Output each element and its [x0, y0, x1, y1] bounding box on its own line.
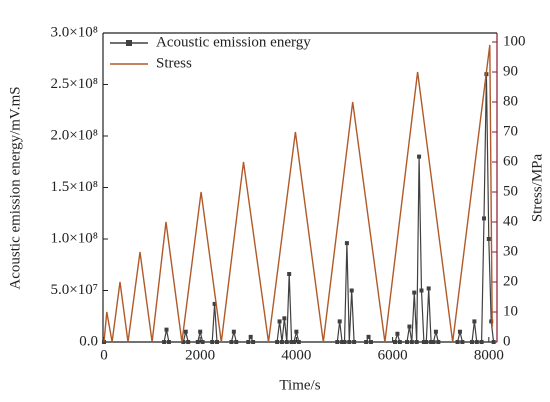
series-line — [103, 44, 493, 343]
marker — [352, 340, 357, 344]
y-tick-label: 2.5×10⁸ — [51, 76, 98, 92]
marker — [229, 340, 234, 344]
marker — [215, 340, 220, 344]
marker — [183, 329, 188, 334]
marker — [433, 329, 438, 334]
y2-tick-label: 50 — [503, 183, 518, 199]
marker — [482, 216, 487, 221]
marker — [491, 340, 496, 344]
marker — [198, 329, 203, 334]
marker — [291, 340, 296, 344]
marker — [407, 324, 412, 329]
y-tick-label: 1.0×10⁸ — [51, 230, 98, 246]
marker — [251, 340, 256, 344]
marker — [164, 327, 169, 332]
y-tick-label: 0.0 — [79, 333, 98, 349]
legend-label: Acoustic emission energy — [156, 34, 311, 50]
marker — [436, 340, 441, 344]
marker — [426, 286, 431, 291]
y2-tick-label: 70 — [503, 123, 518, 139]
marker — [474, 340, 479, 344]
marker — [414, 340, 419, 344]
marker — [287, 272, 292, 277]
marker — [275, 340, 280, 344]
y2-tick-label: 80 — [503, 93, 518, 109]
x-tick-label: 2000 — [185, 347, 215, 363]
y2-axis-label: Stress/MPa — [529, 153, 545, 222]
marker — [279, 340, 284, 344]
marker — [166, 340, 171, 344]
marker — [397, 340, 402, 344]
marker — [231, 329, 236, 334]
marker — [248, 334, 253, 339]
legend-label: Stress — [156, 55, 192, 71]
y-tick-label: 2.0×10⁸ — [51, 127, 98, 143]
marker — [486, 237, 491, 241]
marker — [234, 340, 239, 344]
marker — [424, 340, 429, 344]
marker — [282, 316, 287, 321]
marker — [421, 340, 426, 344]
marker — [289, 340, 294, 344]
marker — [210, 340, 215, 344]
marker — [344, 241, 349, 246]
marker — [419, 288, 424, 293]
x-tick-label: 4000 — [281, 347, 311, 363]
y2-tick-label: 20 — [503, 273, 518, 289]
marker — [284, 340, 289, 344]
marker — [405, 340, 410, 344]
marker — [294, 329, 299, 334]
marker — [349, 288, 354, 293]
marker — [479, 340, 484, 344]
marker — [340, 340, 345, 344]
y2-tick-label: 10 — [503, 303, 518, 319]
marker — [364, 340, 369, 344]
marker — [186, 340, 191, 344]
y-tick-label: 1.5×10⁸ — [51, 179, 98, 195]
marker — [162, 340, 167, 344]
x-axis-label: Time/s — [279, 377, 320, 393]
marker — [246, 340, 251, 344]
marker — [181, 340, 186, 344]
y2-tick-label: 90 — [503, 63, 518, 79]
y2-tick-label: 30 — [503, 243, 518, 259]
marker — [101, 340, 106, 344]
x-tick-label: 8000 — [474, 347, 504, 363]
y-tick-label: 3.0×10⁸ — [51, 24, 98, 40]
marker — [393, 340, 398, 344]
marker — [412, 290, 417, 295]
marker — [395, 331, 400, 336]
marker — [429, 340, 434, 344]
marker — [277, 319, 282, 324]
marker — [460, 340, 465, 344]
y2-tick-label: 60 — [503, 153, 518, 169]
legend-marker — [126, 40, 132, 46]
marker — [368, 340, 373, 344]
marker — [431, 340, 436, 344]
marker — [366, 334, 371, 339]
marker — [489, 319, 494, 324]
marker — [409, 340, 414, 344]
y2-tick-label: 100 — [503, 33, 526, 49]
marker — [457, 329, 462, 334]
y-axis-label: Acoustic emission energy/mV.mS — [7, 86, 23, 289]
marker — [337, 319, 342, 324]
marker — [472, 319, 477, 324]
marker — [296, 340, 301, 344]
marker — [455, 340, 460, 344]
x-tick-label: 6000 — [378, 347, 408, 363]
marker — [342, 340, 347, 344]
x-tick-label: 0 — [100, 347, 108, 363]
y2-tick-label: 40 — [503, 213, 518, 229]
marker — [469, 340, 474, 344]
marker — [212, 301, 217, 306]
y2-tick-label: 0 — [503, 333, 511, 349]
marker — [335, 340, 340, 344]
marker — [195, 340, 200, 344]
marker — [417, 154, 422, 159]
marker — [347, 340, 352, 344]
marker — [200, 340, 205, 344]
y-tick-label: 5.0×10⁷ — [51, 282, 98, 298]
